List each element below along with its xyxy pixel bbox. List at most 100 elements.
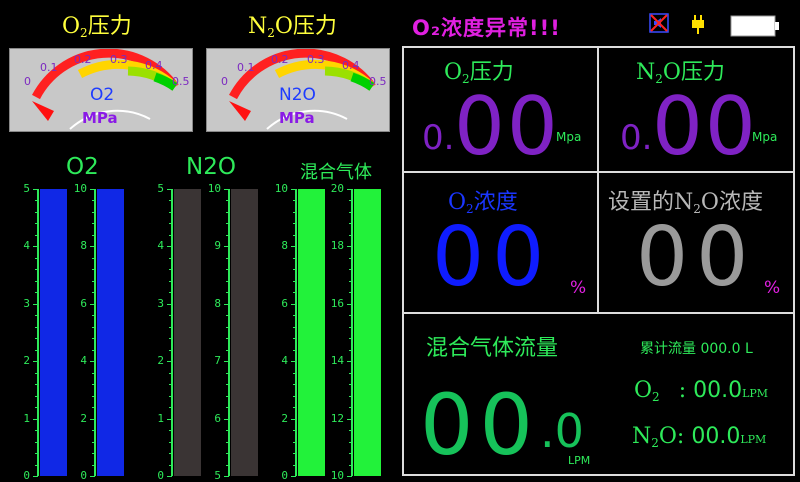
o2-gauge-tick-0: 0 <box>24 75 31 88</box>
o2-right-tick <box>90 246 95 247</box>
mix-right-tick-label: 16 <box>330 297 344 310</box>
n2o-header-sub: 2 <box>267 26 275 40</box>
mix-right-axis <box>351 189 353 476</box>
n2o-set-conc-panel-title: 设置的N2O浓度 <box>608 184 763 216</box>
n2o-right-tick <box>226 235 229 236</box>
n2o-left-tick <box>169 223 172 224</box>
mix-left-tick <box>293 212 296 213</box>
n2o-gauge-needle <box>229 101 251 121</box>
n2o-right-tick-label: 6 <box>214 412 221 425</box>
mix-right-tick <box>349 235 352 236</box>
n2o-right-tick <box>226 269 229 270</box>
o2-left-tick <box>35 338 38 339</box>
o2-left-tick-label: 0 <box>23 469 30 482</box>
n2o-right-tick-label: 10 <box>207 182 221 195</box>
mute-speaker-icon[interactable] <box>648 12 670 34</box>
o2-header-suffix: 压力 <box>87 14 132 39</box>
mix-left-tick <box>293 396 296 397</box>
mix-right-tick <box>349 384 352 385</box>
n2o-left-tick <box>169 281 172 282</box>
n2o-left-tick <box>169 292 172 293</box>
n2o-pressure-small: 0. <box>620 118 653 158</box>
n2o-left-tick <box>169 384 172 385</box>
mix-left-tick <box>293 269 296 270</box>
n2o-left-tick <box>169 373 172 374</box>
o2p-title-o: O <box>444 60 463 85</box>
o2-right-tick <box>92 350 95 351</box>
mix-right-tick <box>349 223 352 224</box>
mix-right-tick <box>347 304 352 305</box>
o2c-title-o: O <box>448 190 467 215</box>
n2o-pressure-unit: Mpa <box>752 130 778 144</box>
o2-right-tick <box>92 258 95 259</box>
n2o-set-conc-unit: % <box>764 278 781 298</box>
n2o-header-n: N <box>248 14 268 39</box>
n2o-left-tick <box>169 258 172 259</box>
o2-right-tick <box>92 292 95 293</box>
n2o-flow-unit: LPM <box>740 433 767 446</box>
n2o-bar-label: N2O <box>186 154 236 180</box>
n2o-right-bar-fill <box>231 189 258 476</box>
o2-right-tick <box>92 384 95 385</box>
panel-divider-v <box>597 46 599 314</box>
mix-right-tick <box>349 453 352 454</box>
panel-divider-h1 <box>402 171 795 173</box>
o2-gauge-name: O2 <box>90 85 115 105</box>
mix-right-tick <box>347 246 352 247</box>
o2-right-tick <box>92 212 95 213</box>
n2o-flow-label: N <box>632 424 652 449</box>
o2-right-tick <box>92 281 95 282</box>
n2o-left-tick <box>169 212 172 213</box>
o2-left-tick <box>33 189 38 190</box>
mix-left-tick <box>293 384 296 385</box>
alarm-text: O₂浓度异常!!! <box>412 16 561 40</box>
o2-right-tick <box>92 407 95 408</box>
o2-right-tick <box>92 338 95 339</box>
mix-right-tick <box>349 269 352 270</box>
mix-right-tick <box>349 430 352 431</box>
n2o-header-suffix: O压力 <box>274 14 337 39</box>
mix-left-tick <box>293 373 296 374</box>
n2oc-title-sub: 2 <box>693 202 701 216</box>
o2-pressure-value: 00 <box>454 80 560 173</box>
mix-right-tick <box>347 476 352 477</box>
n2o-right-tick <box>226 396 229 397</box>
n2o-right-tick <box>226 373 229 374</box>
o2-left-tick <box>35 430 38 431</box>
n2o-right-tick-label: 9 <box>214 239 221 252</box>
total-flow-label: 累计流量 <box>640 341 696 357</box>
o2-right-tick <box>90 361 95 362</box>
o2-gauge-needle <box>32 101 54 121</box>
mix-right-tick-label: 18 <box>330 239 344 252</box>
n2o-left-tick <box>169 350 172 351</box>
o2-right-bar-fill <box>97 189 124 476</box>
mix-right-tick-label: 10 <box>330 469 344 482</box>
n2o-left-tick <box>169 200 172 201</box>
n2o-right-tick <box>226 200 229 201</box>
n2o-right-tick <box>224 419 229 420</box>
o2-conc-unit: % <box>570 278 587 298</box>
n2o-left-tick <box>169 235 172 236</box>
o2-right-tick <box>90 189 95 190</box>
n2o-gauge-tick-3: 0.3 <box>307 53 325 66</box>
o2-left-tick <box>35 327 38 328</box>
mix-left-tick <box>293 442 296 443</box>
n2o-right-tick <box>224 246 229 247</box>
mix-flow-value: 00 <box>420 376 539 474</box>
n2o-right-tick <box>226 212 229 213</box>
o2-right-tick <box>90 476 95 477</box>
n2o-right-tick <box>224 476 229 477</box>
mix-right-tick <box>347 189 352 190</box>
o2c-title-sub: 2 <box>466 202 474 216</box>
o2-left-tick-label: 5 <box>23 182 30 195</box>
o2-left-tick-label: 3 <box>23 297 30 310</box>
o2-right-tick <box>92 269 95 270</box>
n2o-right-tick <box>226 281 229 282</box>
mix-left-tick <box>293 315 296 316</box>
n2o-right-tick <box>226 315 229 316</box>
o2-left-tick <box>35 200 38 201</box>
mix-flow-decimal: .0 <box>540 404 584 458</box>
n2o-flow-row: N2O: 00.0LPM <box>632 424 766 450</box>
n2o-right-tick <box>226 258 229 259</box>
o2-left-tick <box>35 442 38 443</box>
